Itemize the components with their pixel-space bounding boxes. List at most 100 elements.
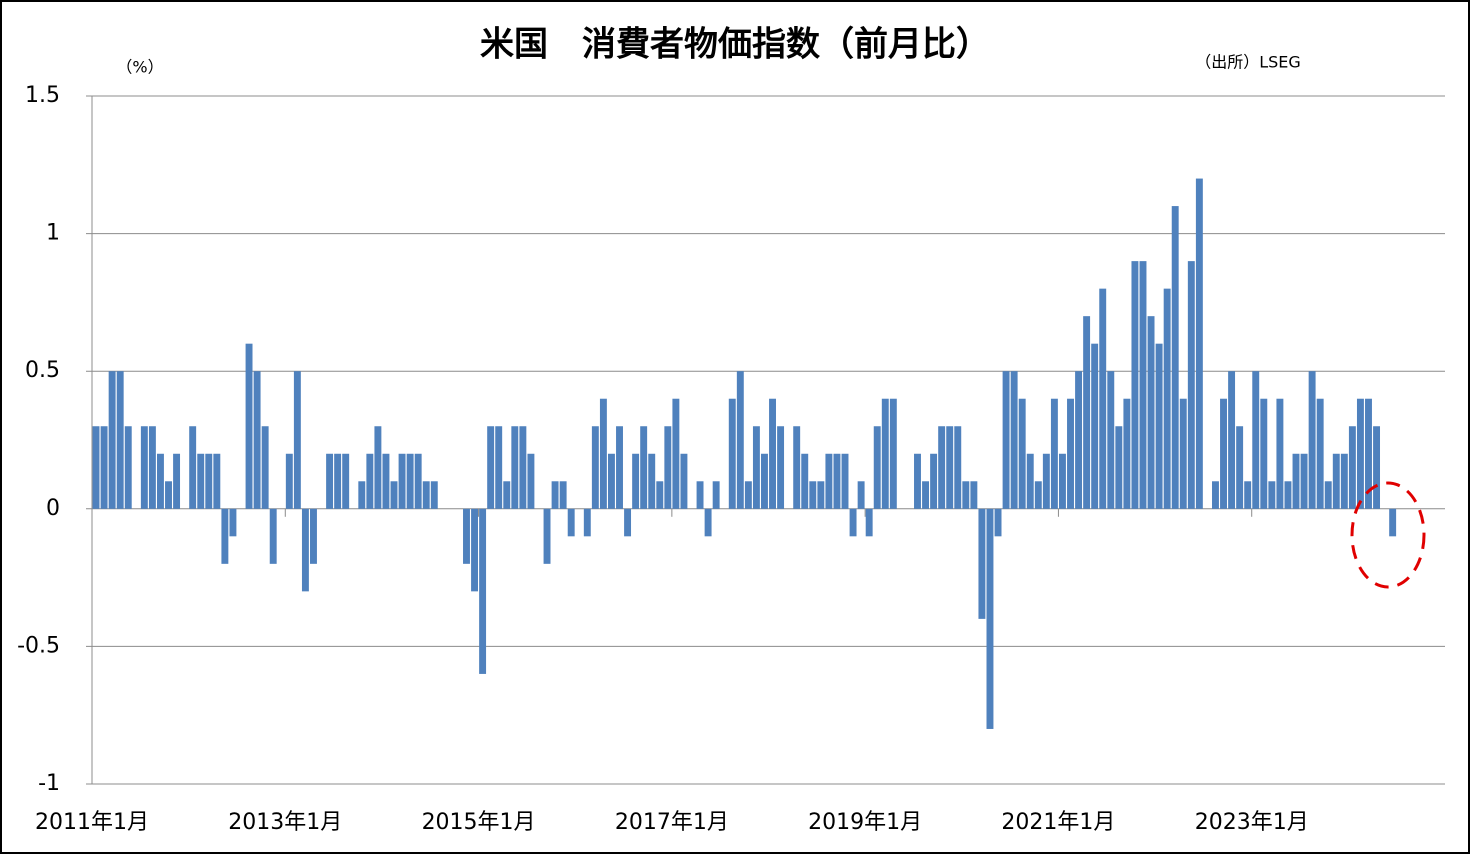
bar (221, 508, 229, 564)
bar (495, 426, 503, 509)
bar (519, 426, 527, 509)
bar (1373, 426, 1381, 509)
bar (640, 426, 648, 509)
bar (511, 426, 519, 509)
bar (1195, 178, 1203, 509)
x-tick-label: 2013年1月 (228, 810, 342, 835)
bar (930, 453, 938, 509)
bar (648, 453, 656, 509)
bar (326, 453, 334, 509)
bar (1324, 481, 1332, 509)
bar (1268, 481, 1276, 509)
bar (398, 453, 406, 509)
y-tick-label: -0.5 (17, 633, 60, 658)
bar (873, 426, 881, 509)
bar (1115, 426, 1123, 509)
bar (148, 426, 156, 509)
bar (342, 453, 350, 509)
bar (761, 453, 768, 509)
bar (374, 426, 382, 509)
bar (1260, 398, 1268, 509)
bar (1300, 453, 1308, 509)
y-tick-label: -1 (38, 771, 60, 796)
bar (728, 398, 736, 509)
bar (245, 343, 253, 509)
bar (503, 481, 511, 509)
bar (607, 453, 615, 509)
bar (583, 508, 591, 537)
unit-label: （%） (116, 58, 163, 77)
bar (632, 453, 640, 509)
bar (463, 508, 470, 564)
y-tick-label: 1 (46, 221, 60, 246)
bar (261, 426, 269, 509)
bars (92, 178, 1397, 729)
bar (358, 481, 366, 509)
bar (334, 453, 342, 509)
bar (1356, 398, 1364, 509)
y-tick-label: 1.5 (25, 83, 60, 108)
bar (567, 508, 575, 537)
bar (156, 453, 164, 509)
bar (922, 481, 930, 509)
bar (1292, 453, 1300, 509)
bar (310, 508, 317, 564)
bar (551, 481, 559, 509)
bar (140, 426, 148, 509)
bar (1139, 261, 1147, 509)
bar (285, 453, 293, 509)
bar (664, 426, 672, 509)
bar (1308, 371, 1316, 509)
bar (124, 426, 132, 509)
bar (189, 426, 197, 509)
bar (543, 508, 551, 564)
bar (1107, 371, 1115, 509)
bar (406, 453, 414, 509)
bar (205, 453, 213, 509)
y-tick-label: 0.5 (25, 358, 60, 383)
bar (414, 453, 422, 509)
bar (173, 453, 181, 509)
bar (1244, 481, 1252, 509)
bar (1026, 453, 1034, 509)
bar (744, 481, 752, 509)
bar (1099, 288, 1107, 509)
bar (1058, 453, 1066, 509)
bar (1179, 398, 1187, 509)
bar (1220, 398, 1227, 509)
bar (672, 398, 680, 509)
bar (1276, 398, 1284, 509)
bar (100, 426, 108, 509)
bar (293, 371, 301, 509)
bar (559, 481, 567, 509)
bar (736, 371, 744, 509)
bar (1252, 371, 1260, 509)
bar (165, 481, 172, 509)
x-tick-label: 2021年1月 (1001, 810, 1115, 835)
bar (1067, 398, 1074, 509)
bar (656, 481, 664, 509)
bar (696, 481, 704, 509)
bar (1365, 398, 1372, 509)
bar (1284, 481, 1292, 509)
bar (954, 426, 962, 509)
bar (793, 426, 801, 509)
bar (1171, 206, 1179, 509)
bar (978, 508, 986, 619)
bar (1075, 371, 1083, 509)
bar (527, 453, 535, 509)
source-note: （出所）LSEG (1195, 53, 1301, 72)
x-tick-label: 2017年1月 (615, 810, 729, 835)
bar (1228, 371, 1236, 509)
bar (591, 426, 599, 509)
bar (599, 398, 607, 509)
bar (841, 453, 849, 509)
bar (994, 508, 1002, 537)
bar (213, 453, 221, 509)
bar (624, 508, 632, 537)
bar (1034, 481, 1042, 509)
bar (1123, 398, 1131, 509)
bar (833, 453, 841, 509)
bar (889, 398, 897, 509)
bar (116, 371, 124, 509)
